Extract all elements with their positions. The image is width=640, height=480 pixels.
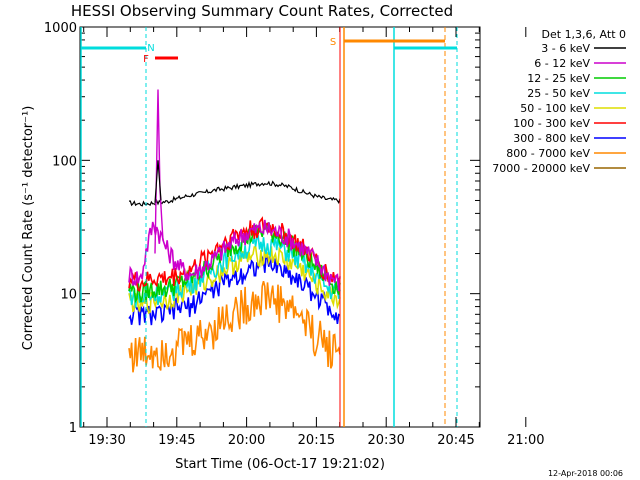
x-tick-label: 20:45 <box>437 433 474 448</box>
plot-area: 1 10 100 1000 19:30 19:45 20:00 20:15 20:30 20:45… <box>44 21 545 448</box>
x-tick-label: 20:15 <box>298 433 335 448</box>
legend-title: Det 1,3,6, Att 0 <box>542 28 626 41</box>
series-line-50-100-kev <box>128 245 341 315</box>
x-tick-label: 21:00 <box>507 433 544 448</box>
legend: 3 - 6 keV 6 - 12 keV 12 - 25 keV 25 - 50 ke… <box>492 42 626 175</box>
plot-frame <box>79 26 481 428</box>
annotation-f: F <box>143 54 149 65</box>
legend-label: 25 - 50 keV <box>527 87 590 100</box>
legend-label: 50 - 100 keV <box>520 102 590 115</box>
series-spike-3-6-kev <box>154 160 162 203</box>
y-tick-label: 100 <box>52 154 77 169</box>
chart-title: HESSI Observing Summary Count Rates, Cor… <box>71 2 453 20</box>
x-tick-label: 20:30 <box>367 433 404 448</box>
legend-label: 7000 - 20000 keV <box>492 162 590 175</box>
y-axis-label: Corrected Count Rate (s⁻¹ detector⁻¹) <box>21 106 36 351</box>
x-tick-label: 19:30 <box>88 433 125 448</box>
legend-label: 12 - 25 keV <box>527 72 590 85</box>
series-spike-6-12-kev <box>154 89 164 254</box>
annotation-n: N <box>147 43 154 54</box>
series-line-3-6-kev <box>128 180 341 207</box>
y-tick-label: 10 <box>60 288 77 303</box>
x-tick-label: 19:45 <box>158 433 195 448</box>
y-tick-label: 1000 <box>44 21 77 36</box>
legend-label: 300 - 800 keV <box>513 132 590 145</box>
footer-date: 12-Apr-2018 00:06 <box>548 469 623 478</box>
legend-label: 6 - 12 keV <box>534 57 590 70</box>
legend-label: 3 - 6 keV <box>541 42 590 55</box>
x-tick-label: 20:00 <box>228 433 265 448</box>
legend-label: 100 - 300 keV <box>513 117 590 130</box>
series-line-25-50-kev <box>128 234 341 308</box>
x-axis-label: Start Time (06-Oct-17 19:21:02) <box>175 457 385 472</box>
series-line-800-7000-kev <box>128 281 341 373</box>
series-line-100-300-kev <box>128 216 341 292</box>
series-line-6-12-kev <box>128 219 341 292</box>
legend-label: 800 - 7000 keV <box>506 147 590 160</box>
series-line-300-800-kev <box>128 252 341 326</box>
y-tick-label: 1 <box>69 421 77 436</box>
annotation-s: S <box>330 37 336 48</box>
